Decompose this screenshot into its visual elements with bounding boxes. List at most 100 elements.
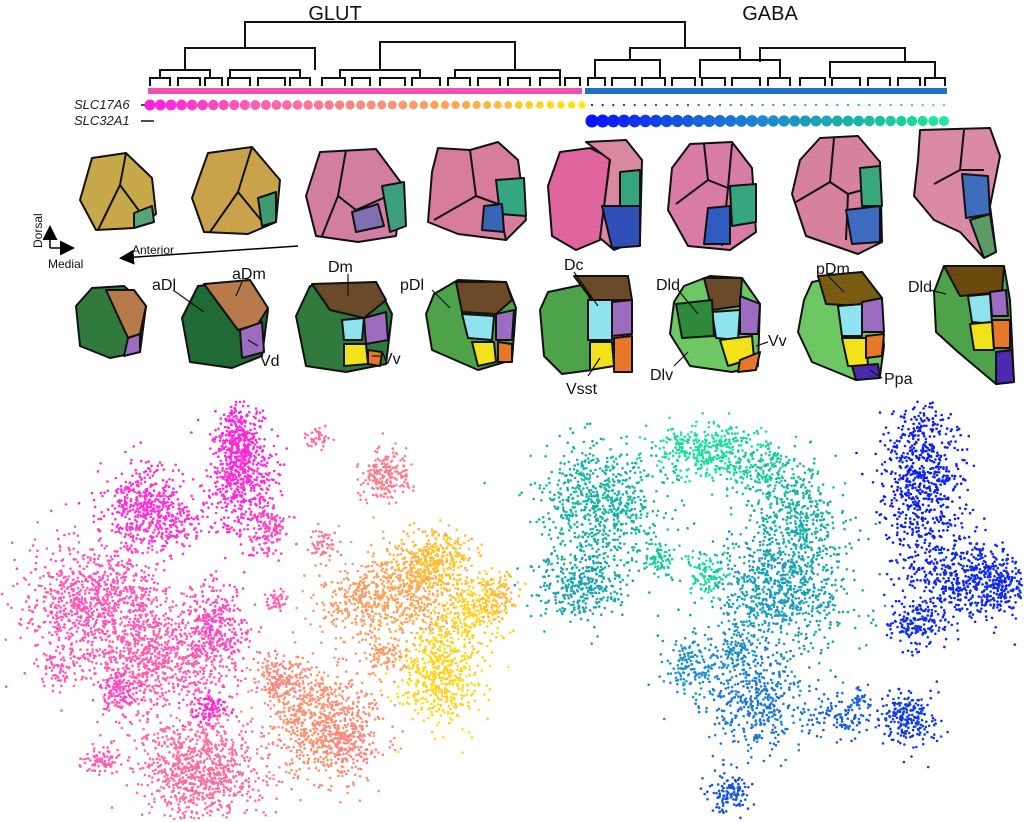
glut-cell-point (93, 667, 96, 670)
glut-cell-point (221, 444, 224, 448)
glut-cell-point (164, 699, 168, 702)
glut-cell-point (280, 493, 284, 497)
glut-cell-point (264, 814, 268, 817)
glut-cell-point (177, 764, 180, 768)
glut-cell-point (133, 617, 137, 620)
glut-cell-point (165, 530, 168, 534)
glut-cell-point (216, 773, 220, 776)
glut-cell-point (43, 684, 46, 688)
glut-cell-point (191, 765, 194, 769)
glut-cell-point (177, 622, 181, 626)
glut-cell-point (132, 651, 136, 654)
glut-cell-point (187, 533, 190, 536)
glut-cell-point (190, 747, 194, 751)
glut-cell-point (147, 546, 150, 550)
glut-cell-point (257, 776, 260, 780)
glut-cell-point (246, 470, 250, 473)
glut-cell-point (146, 467, 150, 470)
glut-cell-point (161, 671, 165, 674)
glut-cell-point (44, 666, 48, 669)
glut-cell-point (217, 781, 220, 785)
glut-cell-point (162, 658, 165, 662)
glut-cell-point (192, 517, 195, 521)
glut-cell-point (76, 610, 79, 614)
glut-cell-point (276, 434, 280, 438)
glut-cell-point (85, 677, 88, 680)
glut-cell-point (96, 557, 100, 560)
glut-cell-point (174, 520, 178, 524)
glut-cell-point (236, 485, 240, 488)
glut-cell-point (401, 490, 405, 494)
glut-cell-point (221, 432, 225, 435)
glut-cell-point (99, 683, 102, 687)
glut-cell-point (270, 593, 273, 597)
glut-cell-point (162, 614, 165, 617)
glut-cell-point (231, 753, 234, 757)
glut-cell-point (142, 736, 146, 739)
glut-cell-point (214, 428, 217, 432)
slc32a1-gaba-dot (671, 114, 684, 128)
glut-cell-point (89, 576, 92, 579)
glut-cell-point (135, 651, 139, 654)
glut-cell-point (135, 537, 138, 540)
glut-cell-point (258, 505, 262, 509)
glut-cell-point (155, 525, 158, 529)
glut-cell-point (181, 552, 185, 556)
glut-cell-point (266, 461, 269, 465)
glut-cell-point (200, 747, 203, 751)
glut-cell-point (103, 648, 107, 652)
glut-cell-point (252, 657, 255, 661)
glut-cell-point (213, 776, 216, 779)
glut-cell-point (85, 565, 89, 568)
slc17a6-glut-dot (451, 100, 460, 110)
glut-cell-point (154, 596, 158, 599)
glut-cell-point (162, 468, 166, 471)
glut-cell-point (192, 817, 196, 820)
glut-cell-point (88, 588, 91, 592)
glut-cell-point (128, 702, 131, 706)
glut-cell-point (246, 517, 250, 521)
glut-cell-point (128, 547, 132, 551)
glut-cell-point (163, 624, 166, 628)
glut-cell-point (217, 744, 221, 747)
slc17a6-glut-dot (398, 100, 408, 110)
glut-cell-point (28, 549, 32, 552)
glut-cell-point (239, 465, 242, 468)
glut-cell-point (213, 667, 217, 671)
glut-cell-point (248, 431, 251, 435)
glut-cell-point (57, 604, 61, 607)
glut-cell-point (246, 790, 250, 793)
glut-cell-point (233, 749, 237, 752)
glut-cell-point (216, 650, 220, 653)
glut-cell-point (224, 742, 228, 745)
glut-cell-point (121, 575, 125, 578)
glut-cell-point (246, 799, 249, 802)
glut-cell-point (72, 684, 76, 688)
glut-cell-point (131, 672, 135, 675)
glut-cell-point (244, 420, 247, 424)
glut-cell-point (170, 623, 173, 627)
glut-cell-point (93, 558, 96, 561)
glut-cell-point (267, 529, 270, 533)
glut-cell-point (136, 648, 140, 652)
glut-cell-point (102, 607, 105, 610)
glut-cell-point (240, 730, 243, 733)
glut-cell-point (146, 624, 150, 627)
glut-cell-point (266, 473, 270, 477)
glut-cell-point (252, 768, 255, 771)
glut-cell-point (125, 507, 128, 510)
glut-cell-point (120, 726, 124, 730)
glut-cell-point (211, 787, 214, 791)
slc17a6-glut-dot (567, 101, 576, 109)
glut-cell-point (43, 620, 47, 624)
glut-cell-point (156, 635, 160, 638)
glut-cell-point (126, 633, 129, 636)
glut-cell-point (62, 656, 65, 659)
glut-cell-point (165, 597, 168, 600)
glut-cell-point (278, 538, 282, 541)
glut-cell-point (123, 633, 126, 636)
glut-cell-point (64, 636, 67, 640)
glut-cell-point (234, 414, 238, 418)
glut-cell-point (221, 665, 225, 668)
glut-cell-point (99, 537, 102, 540)
